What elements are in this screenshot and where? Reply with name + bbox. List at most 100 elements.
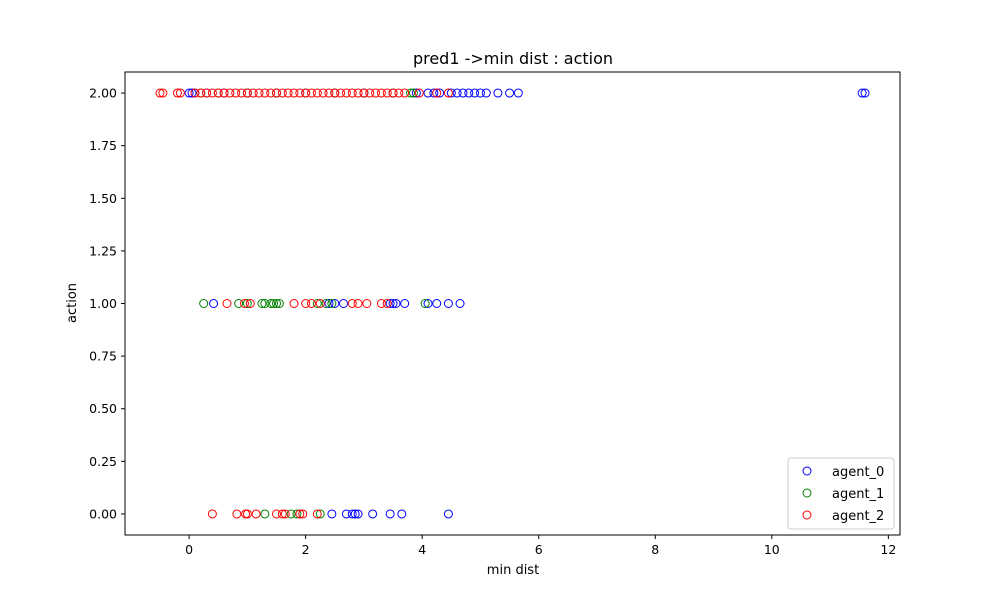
data-point	[353, 509, 363, 519]
data-point	[315, 299, 325, 308]
data-point	[347, 509, 357, 519]
data-points	[155, 88, 870, 519]
data-point	[330, 88, 340, 98]
data-point	[260, 509, 270, 519]
legend-label: agent_2	[832, 509, 884, 524]
data-point	[289, 299, 299, 308]
data-point	[397, 509, 407, 519]
data-point	[272, 509, 282, 519]
data-point	[475, 88, 485, 98]
data-point	[209, 299, 219, 308]
data-point	[272, 299, 282, 308]
data-point	[411, 88, 421, 98]
data-point	[324, 299, 334, 308]
data-point	[237, 88, 247, 98]
data-point	[371, 88, 381, 98]
data-point	[239, 299, 249, 308]
data-point	[241, 509, 251, 519]
data-point	[493, 88, 503, 98]
data-point	[400, 299, 410, 308]
y-tick-label: 1.75	[89, 138, 117, 153]
data-point	[513, 88, 523, 98]
series-agent_0	[184, 88, 870, 519]
data-point	[202, 88, 212, 98]
data-point	[429, 88, 439, 98]
x-tick-label: 6	[535, 542, 543, 557]
legend-label: agent_0	[832, 465, 884, 480]
data-point	[286, 509, 296, 519]
data-point	[248, 88, 258, 98]
data-point	[388, 299, 398, 308]
data-point	[408, 88, 418, 98]
data-point	[234, 299, 244, 308]
y-axis-label: action	[65, 283, 80, 323]
data-point	[312, 509, 322, 519]
data-point	[376, 299, 386, 308]
data-point	[423, 299, 433, 308]
data-point	[199, 299, 209, 308]
data-point	[318, 88, 328, 98]
data-point	[432, 299, 442, 308]
data-point	[175, 88, 185, 98]
data-point	[464, 88, 474, 98]
data-point	[295, 509, 305, 519]
data-point	[295, 88, 305, 98]
legend-label: agent_1	[832, 487, 884, 502]
data-point	[260, 299, 270, 308]
legend-marker	[802, 510, 812, 520]
data-point	[385, 509, 395, 519]
data-point	[435, 88, 445, 98]
data-point	[347, 88, 357, 98]
data-point	[242, 299, 252, 308]
data-point	[321, 299, 331, 308]
data-point	[365, 88, 375, 98]
data-point	[481, 88, 491, 98]
data-point	[245, 299, 255, 308]
data-point	[231, 88, 241, 98]
data-point	[272, 88, 282, 98]
data-point	[420, 299, 430, 308]
data-point	[298, 509, 308, 519]
data-point	[301, 299, 311, 308]
legend: agent_0 agent_1 agent_2	[787, 457, 895, 530]
x-axis-label: min dist	[487, 563, 539, 578]
data-point	[187, 88, 197, 98]
data-point	[857, 88, 867, 98]
y-tick-label: 1.50	[89, 191, 117, 206]
data-point	[341, 88, 351, 98]
data-point	[446, 88, 456, 98]
data-point	[394, 88, 404, 98]
data-point	[324, 88, 334, 98]
data-point	[266, 88, 276, 98]
data-point	[266, 299, 276, 308]
data-point	[353, 299, 363, 308]
data-point	[382, 88, 392, 98]
data-point	[277, 88, 287, 98]
data-point	[327, 509, 337, 519]
data-point	[359, 88, 369, 98]
y-tick-label: 0.00	[89, 506, 117, 521]
y-tick-label: 1.25	[89, 243, 117, 258]
data-point	[339, 299, 349, 308]
data-point	[347, 299, 357, 308]
data-point	[327, 299, 337, 308]
data-point	[385, 299, 395, 308]
data-point	[376, 88, 386, 98]
data-point	[184, 88, 194, 98]
data-point	[432, 88, 442, 98]
data-point	[455, 299, 465, 308]
chart-title: pred1 ->min dist : action	[413, 49, 613, 68]
data-point	[190, 88, 200, 98]
x-tick-label: 4	[418, 542, 426, 557]
data-point	[155, 88, 165, 98]
y-tick-label: 0.75	[89, 349, 117, 364]
axis-ticks: 0 2 4 6 8 10 12 0.00 0.25 0.50 0.75 1.00 1.25 1.50 1.7…	[89, 86, 896, 557]
plot-frame	[124, 71, 901, 536]
data-point	[213, 88, 223, 98]
data-point	[301, 88, 311, 98]
data-point	[292, 509, 302, 519]
series-agent_2	[155, 88, 453, 519]
x-tick-label: 2	[302, 542, 310, 557]
data-point	[277, 509, 287, 519]
